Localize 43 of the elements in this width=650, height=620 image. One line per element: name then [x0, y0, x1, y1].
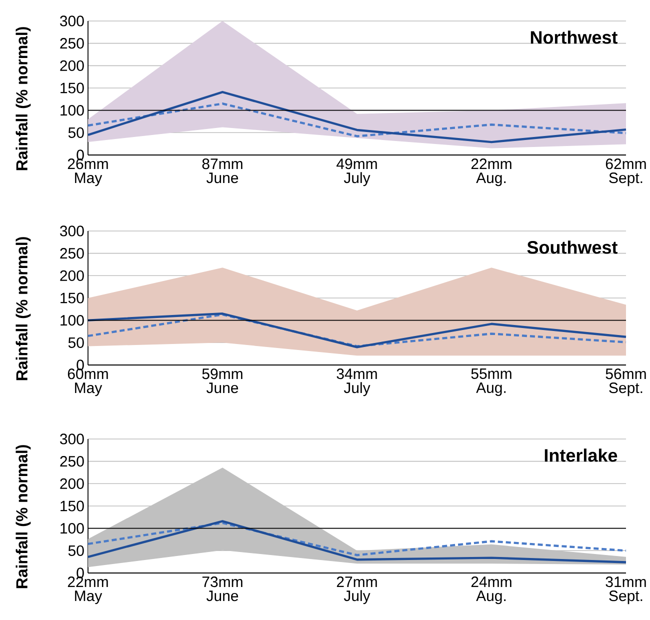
x-tick-label: 87mm June [202, 158, 242, 184]
y-tick-label: 100 [60, 523, 84, 534]
line-series [86, 90, 628, 144]
x-tick-label: 27mm July [336, 576, 377, 604]
chart-title: Southwest [527, 240, 618, 254]
y-tick-label: 250 [60, 38, 84, 49]
x-tick-label: 31mm Sept. [606, 576, 646, 604]
y-tick-label: 300 [60, 16, 84, 26]
x-tick-label: 24mm Aug. [471, 576, 512, 604]
y-axis-title: Rainfall (% normal) [16, 27, 31, 170]
x-tick-label: 60mm May [68, 368, 108, 396]
y-tick-label: 300 [60, 226, 84, 236]
line-series [86, 520, 628, 564]
line-series [86, 522, 628, 556]
y-axis-title: Rainfall (% normal) [16, 237, 31, 380]
y-tick-label: 200 [60, 270, 84, 281]
line-series [86, 102, 628, 138]
chart-title: Northwest [530, 30, 618, 44]
y-tick-label: 50 [68, 337, 84, 348]
x-tick-label: 56mm Sept. [606, 368, 646, 396]
chart-title: Interlake [544, 448, 618, 462]
x-tick-label: 22mm May [68, 576, 108, 604]
y-tick-label: 250 [60, 248, 84, 259]
x-tick-label: 62mm Sept. [606, 158, 646, 186]
x-tick-label: 22mm Aug. [471, 158, 512, 186]
x-tick-label: 73mm June [202, 576, 242, 602]
x-tick-label: 59mm June [202, 368, 242, 394]
y-tick-label: 200 [60, 478, 84, 489]
y-tick-label: 150 [60, 82, 84, 94]
y-tick-label: 50 [68, 127, 84, 138]
x-tick-label: 34mm July [336, 368, 377, 396]
y-axis-title: Rainfall (% normal) [16, 445, 31, 588]
y-tick-label: 250 [60, 456, 84, 467]
x-tick-label: 26mm May [68, 158, 108, 186]
y-tick-label: 100 [60, 105, 84, 116]
x-tick-label: 55mm Aug. [471, 368, 512, 396]
x-tick-label: 49mm July [336, 158, 377, 186]
y-tick-label: 50 [68, 545, 84, 556]
y-tick-label: 150 [60, 292, 84, 304]
y-tick-label: 100 [60, 315, 84, 326]
y-tick-label: 300 [60, 434, 84, 444]
y-tick-label: 150 [60, 500, 84, 512]
y-tick-label: 200 [60, 60, 84, 71]
